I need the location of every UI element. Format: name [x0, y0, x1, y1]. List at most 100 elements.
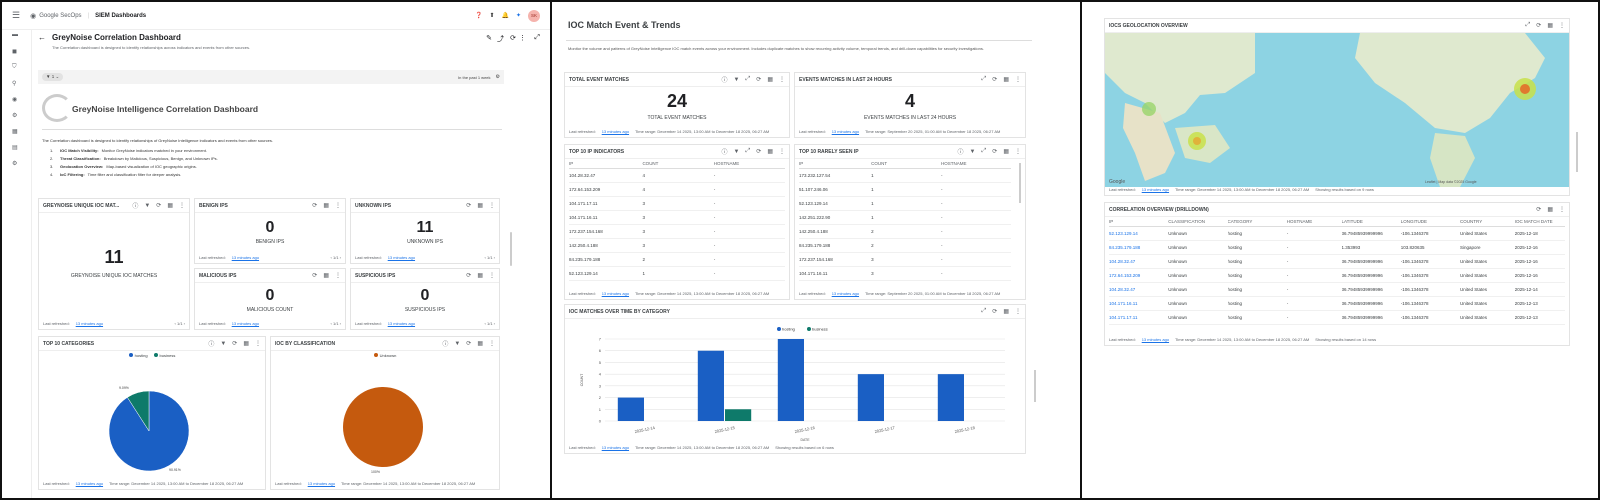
more-icon[interactable]: ⋮ — [1559, 23, 1565, 29]
help-icon[interactable]: ❓ — [474, 13, 483, 19]
sidebar-item-intel[interactable]: ◉ — [12, 97, 18, 103]
pager[interactable]: ‹ 1/1 › — [330, 320, 341, 326]
table-icon[interactable]: ▦ — [477, 273, 483, 279]
table-row[interactable]: 104.171.16.11 Unknown hosting - 36.794859399… — [1109, 297, 1565, 311]
sidebar-item-response[interactable]: ⚙ — [12, 113, 18, 119]
upload-icon[interactable]: ⬆ — [489, 13, 495, 19]
pie-slice-business[interactable] — [127, 390, 150, 432]
more-icon[interactable]: ⋮ — [489, 341, 495, 347]
world-map[interactable]: Google Leaflet | Map data ©2025 Google — [1105, 33, 1569, 187]
table-cell[interactable]: 104.171.17.11 — [1109, 315, 1138, 320]
table-icon[interactable]: ▦ — [1547, 23, 1553, 29]
time-filter[interactable]: In the past 1 week — [458, 74, 491, 80]
table-cell[interactable]: 52.123.129.14 — [1109, 231, 1138, 236]
refreshed-link[interactable]: 13 minutes ago — [231, 254, 260, 260]
refresh-icon[interactable]: ⟳ — [232, 341, 238, 347]
refreshed-link[interactable]: 13 minutes ago — [831, 128, 860, 134]
legend-item-unknown[interactable]: Unknown — [373, 353, 396, 358]
refresh-icon[interactable]: ⟳ — [466, 341, 472, 347]
info-icon[interactable]: ⓘ — [442, 342, 449, 348]
refreshed-link[interactable]: 13 minutes ago — [831, 290, 860, 296]
more-icon[interactable]: ⋮ — [779, 77, 785, 83]
column-header[interactable]: CATEGORY — [1227, 219, 1253, 224]
pie-slice-unknown[interactable] — [343, 387, 423, 467]
refresh-icon[interactable]: ⟳ — [756, 149, 762, 155]
table-row[interactable]: 84.235.179.188 Unknown hosting - 1.353993 103… — [1109, 241, 1565, 255]
bar-hosting-2025-12-17[interactable] — [857, 374, 884, 421]
table-row[interactable]: 84.235.179.188 2 - — [569, 253, 785, 267]
refresh-icon[interactable]: ⟳ — [510, 35, 516, 42]
table-icon[interactable]: ▦ — [767, 77, 773, 83]
expand-icon[interactable]: ⤢ — [745, 148, 751, 154]
refreshed-link[interactable]: 13 minutes ago — [601, 444, 630, 450]
scrollbar[interactable] — [1019, 163, 1021, 203]
table-row[interactable]: 142.250.4.188 2 - — [799, 225, 1011, 239]
sidebar-item-cases[interactable]: ◼ — [12, 49, 17, 55]
scrollbar[interactable] — [1576, 132, 1578, 172]
column-header[interactable]: IP — [1109, 219, 1114, 224]
expand-icon[interactable]: ⤢ — [981, 76, 987, 82]
filter-icon[interactable]: ▼ — [969, 148, 976, 155]
table-row[interactable]: 172.64.153.209 Unknown hosting - 36.79485939… — [1109, 269, 1565, 283]
table-cell[interactable]: 172.64.153.209 — [1109, 273, 1141, 278]
fullscreen-icon[interactable]: ⤢ — [534, 34, 540, 41]
legend-item-business[interactable]: business — [153, 353, 175, 358]
scrollbar[interactable] — [1034, 370, 1036, 402]
table-row[interactable]: 51.107.246.06 1 - — [799, 183, 1011, 197]
table-row[interactable]: 52.123.129.14 Unknown hosting - 36.794859399… — [1109, 227, 1565, 241]
sidebar-item-content[interactable]: ▤ — [12, 145, 18, 151]
column-header[interactable]: LONGITUDE — [1400, 219, 1428, 224]
refresh-icon[interactable]: ⟳ — [312, 203, 318, 209]
info-icon[interactable]: ⓘ — [721, 150, 728, 156]
info-icon[interactable]: ⓘ — [132, 204, 139, 210]
column-header[interactable]: IP — [569, 161, 574, 166]
back-arrow-icon[interactable]: ← — [38, 33, 46, 42]
edit-icon[interactable]: ✎ — [486, 35, 492, 42]
column-header[interactable]: IP — [799, 161, 804, 166]
refresh-icon[interactable]: ⟳ — [1536, 23, 1542, 29]
column-header[interactable]: IOC MATCH DATE — [1514, 219, 1553, 224]
sidebar-item-settings[interactable]: ⚙ — [12, 161, 18, 167]
table-icon[interactable]: ▦ — [1003, 149, 1009, 155]
more-icon[interactable]: ⋮ — [179, 203, 185, 209]
refreshed-link[interactable]: 13 minutes ago — [231, 320, 260, 326]
table-cell[interactable]: 104.28.32.47 — [1109, 259, 1136, 264]
pager[interactable]: ‹ 1/1 › — [174, 320, 185, 326]
table-icon[interactable]: ▦ — [767, 149, 773, 155]
legend-swatch-business[interactable] — [807, 327, 811, 331]
table-row[interactable]: 104.171.17.11 3 - — [569, 197, 785, 211]
refresh-icon[interactable]: ⟳ — [1536, 207, 1542, 213]
sidebar-item-detection[interactable]: ⛉ — [12, 64, 17, 70]
column-header[interactable]: COUNTRY — [1460, 219, 1483, 224]
refresh-icon[interactable]: ⟳ — [992, 309, 998, 315]
pager[interactable]: ‹ 1/1 › — [484, 320, 495, 326]
more-icon[interactable]: ⋮ — [519, 35, 526, 42]
more-icon[interactable]: ⋮ — [335, 273, 341, 279]
legend-item-hosting[interactable]: hosting — [128, 353, 148, 358]
sidebar-item-dashboards[interactable]: ▦ — [12, 129, 18, 135]
filter-icon[interactable]: ▼ — [220, 340, 227, 347]
time-settings-icon[interactable]: ⚙ — [495, 74, 500, 80]
refresh-icon[interactable]: ⟳ — [466, 273, 472, 279]
more-icon[interactable]: ⋮ — [335, 203, 341, 209]
bar-hosting-2025-12-18[interactable] — [937, 374, 964, 421]
column-header[interactable]: HOSTNAME — [713, 161, 740, 166]
table-icon[interactable]: ▦ — [243, 341, 249, 347]
refreshed-link[interactable]: 13 minutes ago — [1141, 186, 1170, 192]
refresh-icon[interactable]: ⟳ — [992, 77, 998, 83]
bell-icon[interactable]: 🔔 — [501, 13, 509, 19]
sidebar-item-home[interactable]: ▬ — [12, 32, 18, 38]
table-row[interactable]: 104.28.32.47 Unknown hosting - 36.7948593999… — [1109, 283, 1565, 297]
more-icon[interactable]: ⋮ — [489, 203, 495, 209]
info-icon[interactable]: ⓘ — [957, 150, 964, 156]
refresh-icon[interactable]: ⟳ — [466, 203, 472, 209]
table-row[interactable]: 172.64.153.209 4 - — [569, 183, 785, 197]
legend-swatch-hosting[interactable] — [777, 327, 781, 331]
pager[interactable]: ‹ 1/1 › — [330, 254, 341, 260]
table-icon[interactable]: ▦ — [477, 341, 483, 347]
table-row[interactable]: 52.123.129.14 1 - — [799, 197, 1011, 211]
refresh-icon[interactable]: ⟳ — [992, 149, 998, 155]
table-row[interactable]: 172.237.154.168 3 - — [799, 253, 1011, 267]
breadcrumb[interactable]: SIEM Dashboards — [95, 12, 147, 19]
column-header[interactable]: HOSTNAME — [1286, 219, 1313, 224]
